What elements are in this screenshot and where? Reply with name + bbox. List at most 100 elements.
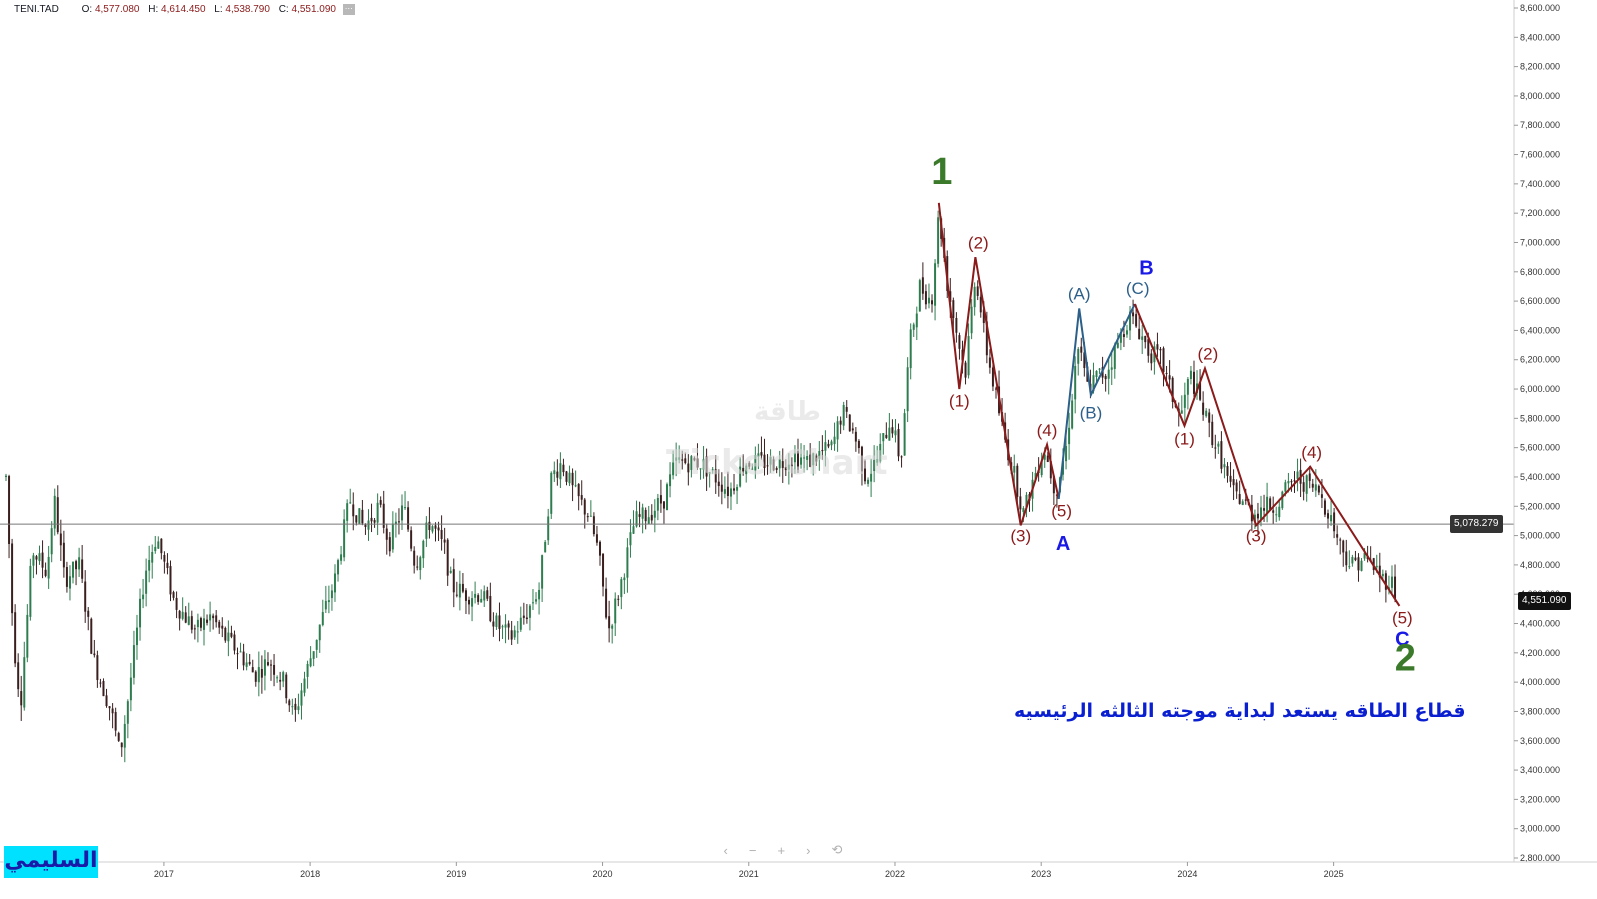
x-tick-label: 2025 bbox=[1324, 869, 1344, 879]
wave-label: (A) bbox=[1068, 285, 1091, 304]
candle-body bbox=[1217, 443, 1220, 447]
candle-body bbox=[346, 503, 349, 521]
candle-body bbox=[976, 286, 979, 296]
candle-body bbox=[1336, 534, 1339, 538]
candle-body bbox=[973, 286, 976, 308]
candle-body bbox=[187, 616, 190, 625]
close-label: C: bbox=[278, 4, 289, 16]
candle-body bbox=[531, 602, 534, 604]
candle-body bbox=[300, 690, 303, 706]
candle-body bbox=[595, 534, 598, 543]
candle-body bbox=[14, 612, 17, 664]
candle-body bbox=[1156, 344, 1159, 350]
candle-body bbox=[96, 655, 99, 681]
candle-body bbox=[903, 413, 906, 456]
high-label: H: bbox=[148, 4, 159, 16]
candle-body bbox=[897, 429, 900, 457]
wave-label: (1) bbox=[949, 392, 970, 411]
candle-body bbox=[696, 458, 699, 468]
candle-body bbox=[1354, 557, 1357, 561]
candle-body bbox=[99, 682, 102, 684]
y-tick-label: 8,200.000 bbox=[1520, 62, 1560, 72]
candle-body bbox=[1375, 565, 1378, 568]
candle-body bbox=[1327, 513, 1330, 519]
candle-body bbox=[263, 659, 266, 676]
x-axis[interactable]: 2017 2018 2019 2020 2021 2022 2023 2024 2025 bbox=[0, 861, 1597, 879]
candle-body bbox=[1390, 576, 1393, 588]
candle-body bbox=[736, 487, 739, 491]
candle-body bbox=[836, 421, 839, 440]
candle-body bbox=[239, 651, 242, 653]
candle-body bbox=[145, 570, 148, 594]
y-tick-label: 7,000.000 bbox=[1520, 237, 1560, 247]
candle-body bbox=[864, 468, 867, 482]
candle-body bbox=[538, 589, 541, 600]
candle-body bbox=[656, 498, 659, 511]
candle-body bbox=[455, 594, 458, 596]
more-icon[interactable]: ⋯ bbox=[342, 4, 355, 15]
candle-body bbox=[1162, 348, 1165, 373]
scroll-right-icon[interactable]: › bbox=[806, 842, 811, 858]
candle-body bbox=[1065, 446, 1068, 462]
y-tick-label: 5,000.000 bbox=[1520, 531, 1560, 541]
reset-icon[interactable]: ⟲ bbox=[831, 842, 843, 857]
wave-label: 1 bbox=[931, 151, 952, 193]
y-tick-label: 5,200.000 bbox=[1520, 501, 1560, 511]
candle-body bbox=[894, 430, 897, 436]
candle-body bbox=[111, 708, 114, 714]
candle-body bbox=[681, 459, 684, 461]
candle-body bbox=[285, 674, 288, 699]
candle-body bbox=[623, 577, 626, 581]
candle-body bbox=[854, 431, 857, 442]
candle-body bbox=[53, 495, 56, 529]
candle-body bbox=[1165, 372, 1168, 374]
candle-body bbox=[985, 321, 988, 356]
candle-body bbox=[647, 517, 650, 525]
candle-body bbox=[757, 453, 760, 457]
wave-label: (2) bbox=[968, 233, 989, 252]
candle-body bbox=[614, 598, 617, 624]
candle-body bbox=[547, 516, 550, 541]
candle-body bbox=[577, 484, 580, 497]
zoom-out-icon[interactable]: − bbox=[748, 842, 757, 858]
y-tick-label: 7,600.000 bbox=[1520, 150, 1560, 160]
candle-body bbox=[288, 700, 291, 706]
candle-body bbox=[47, 556, 50, 579]
candle-body bbox=[303, 678, 306, 693]
candle-body bbox=[1302, 482, 1305, 492]
y-tick-label: 6,800.000 bbox=[1520, 267, 1560, 277]
candle-body bbox=[1275, 514, 1278, 516]
candle-body bbox=[571, 472, 574, 486]
candle-body bbox=[620, 579, 623, 598]
candle-body bbox=[87, 610, 90, 617]
candle-body bbox=[824, 442, 827, 451]
analysis-caption: قطاع الطاقه يستعد لبداية موجته الثالثه ا… bbox=[1014, 700, 1466, 722]
candle-body bbox=[340, 554, 343, 561]
candle-body bbox=[416, 566, 419, 568]
candle-body bbox=[312, 651, 315, 659]
y-tick-label: 6,600.000 bbox=[1520, 296, 1560, 306]
y-axis[interactable]: 2,800.000 3,000.000 3,200.000 3,400.000 3,60… bbox=[1513, 0, 1560, 863]
candle-body bbox=[1357, 557, 1360, 571]
candle-body bbox=[1098, 368, 1101, 370]
y-tick-label: 6,400.000 bbox=[1520, 325, 1560, 335]
candle-body bbox=[873, 459, 876, 471]
candle-body bbox=[184, 612, 187, 623]
candle-body bbox=[726, 486, 729, 497]
candle-body bbox=[148, 560, 151, 571]
x-tick-label: 2024 bbox=[1177, 869, 1197, 879]
candle-body bbox=[821, 450, 824, 452]
candle-body bbox=[20, 691, 23, 706]
zoom-in-icon[interactable]: + bbox=[777, 842, 786, 858]
scroll-left-icon[interactable]: ‹ bbox=[723, 842, 728, 858]
candle-body bbox=[196, 619, 199, 628]
wave-label: (4) bbox=[1301, 443, 1322, 462]
candle-body bbox=[419, 557, 422, 571]
close-value: 4,551.090 bbox=[291, 4, 336, 16]
candle-body bbox=[1171, 377, 1174, 402]
candle-body bbox=[669, 474, 672, 487]
candle-body bbox=[1141, 336, 1144, 340]
candle-body bbox=[1241, 501, 1244, 505]
candle-body bbox=[227, 632, 230, 642]
